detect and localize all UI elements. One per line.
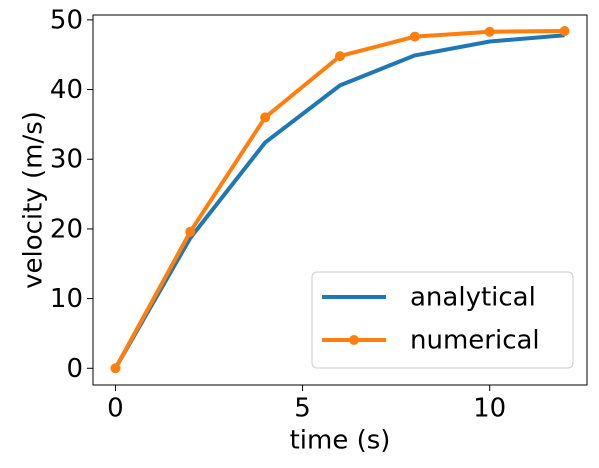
- legend-label: analytical: [410, 283, 536, 313]
- data-point: [484, 26, 495, 37]
- data-point: [260, 112, 271, 123]
- legend-label: numerical: [410, 326, 540, 356]
- x-axis-label: time (s): [290, 426, 391, 456]
- data-point: [185, 226, 196, 237]
- y-tick-label: 10: [50, 284, 83, 314]
- plot-frame: [92, 14, 588, 386]
- x-tick-label: 5: [294, 394, 311, 424]
- y-tick-label: 40: [50, 75, 83, 105]
- data-point: [335, 51, 345, 62]
- data-point: [110, 363, 121, 374]
- x-tick-label: 0: [107, 394, 124, 424]
- y-tick-label: 30: [50, 145, 83, 175]
- data-line: [113, 33, 565, 370]
- y-tick-label: 20: [50, 214, 83, 244]
- data-point: [409, 31, 420, 42]
- data-point: [559, 26, 570, 37]
- y-tick-label: 50: [50, 5, 83, 35]
- x-tick-label: 10: [473, 394, 506, 424]
- y-axis-label: velocity (m/s): [19, 111, 49, 289]
- legend-marker: [349, 335, 359, 345]
- y-tick-label: 0: [66, 354, 83, 384]
